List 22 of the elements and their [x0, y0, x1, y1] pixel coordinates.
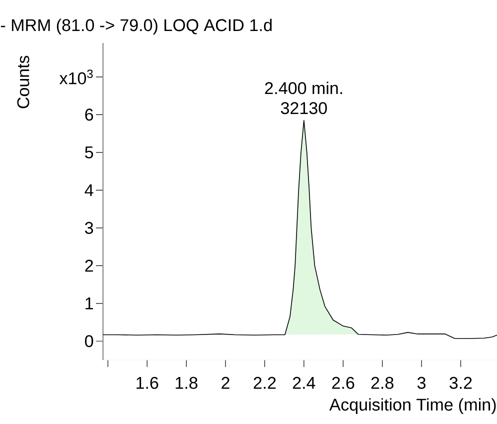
x-tick-label: 3.2	[450, 376, 472, 389]
x-tick-label: 2.8	[371, 376, 394, 389]
y-tick-label: 1	[86, 298, 93, 310]
y-axis-title: Counts	[17, 56, 30, 108]
annotation: 2.400 min.	[265, 82, 342, 94]
x-tick-label: 2.6	[332, 376, 354, 389]
y-tick-label: x10$^{3}$	[59, 70, 93, 84]
annotation: 32130	[280, 102, 327, 114]
x-tick-label: 3	[417, 376, 426, 389]
y-tick-label: 5	[85, 146, 94, 158]
x-tick-label: 2.2	[254, 376, 276, 389]
chart-title: - MRM (81.0 -> 79.0) LOQ ACID 1.d	[0, 18, 272, 35]
y-tick-label: 4	[84, 184, 94, 196]
x-tick-label: 1.6	[136, 376, 158, 389]
y-tick-label: 2	[85, 260, 93, 272]
y-tick-label: 6	[85, 108, 94, 121]
x-axis-title: Acquisition Time (min)	[329, 398, 496, 414]
x-tick-label: 1.8	[176, 376, 198, 389]
y-tick-label: 3	[84, 222, 94, 234]
x-tick-label: 2.4	[292, 376, 316, 389]
y-tick-label: 0	[85, 335, 94, 348]
x-tick-label: 2	[222, 376, 230, 389]
